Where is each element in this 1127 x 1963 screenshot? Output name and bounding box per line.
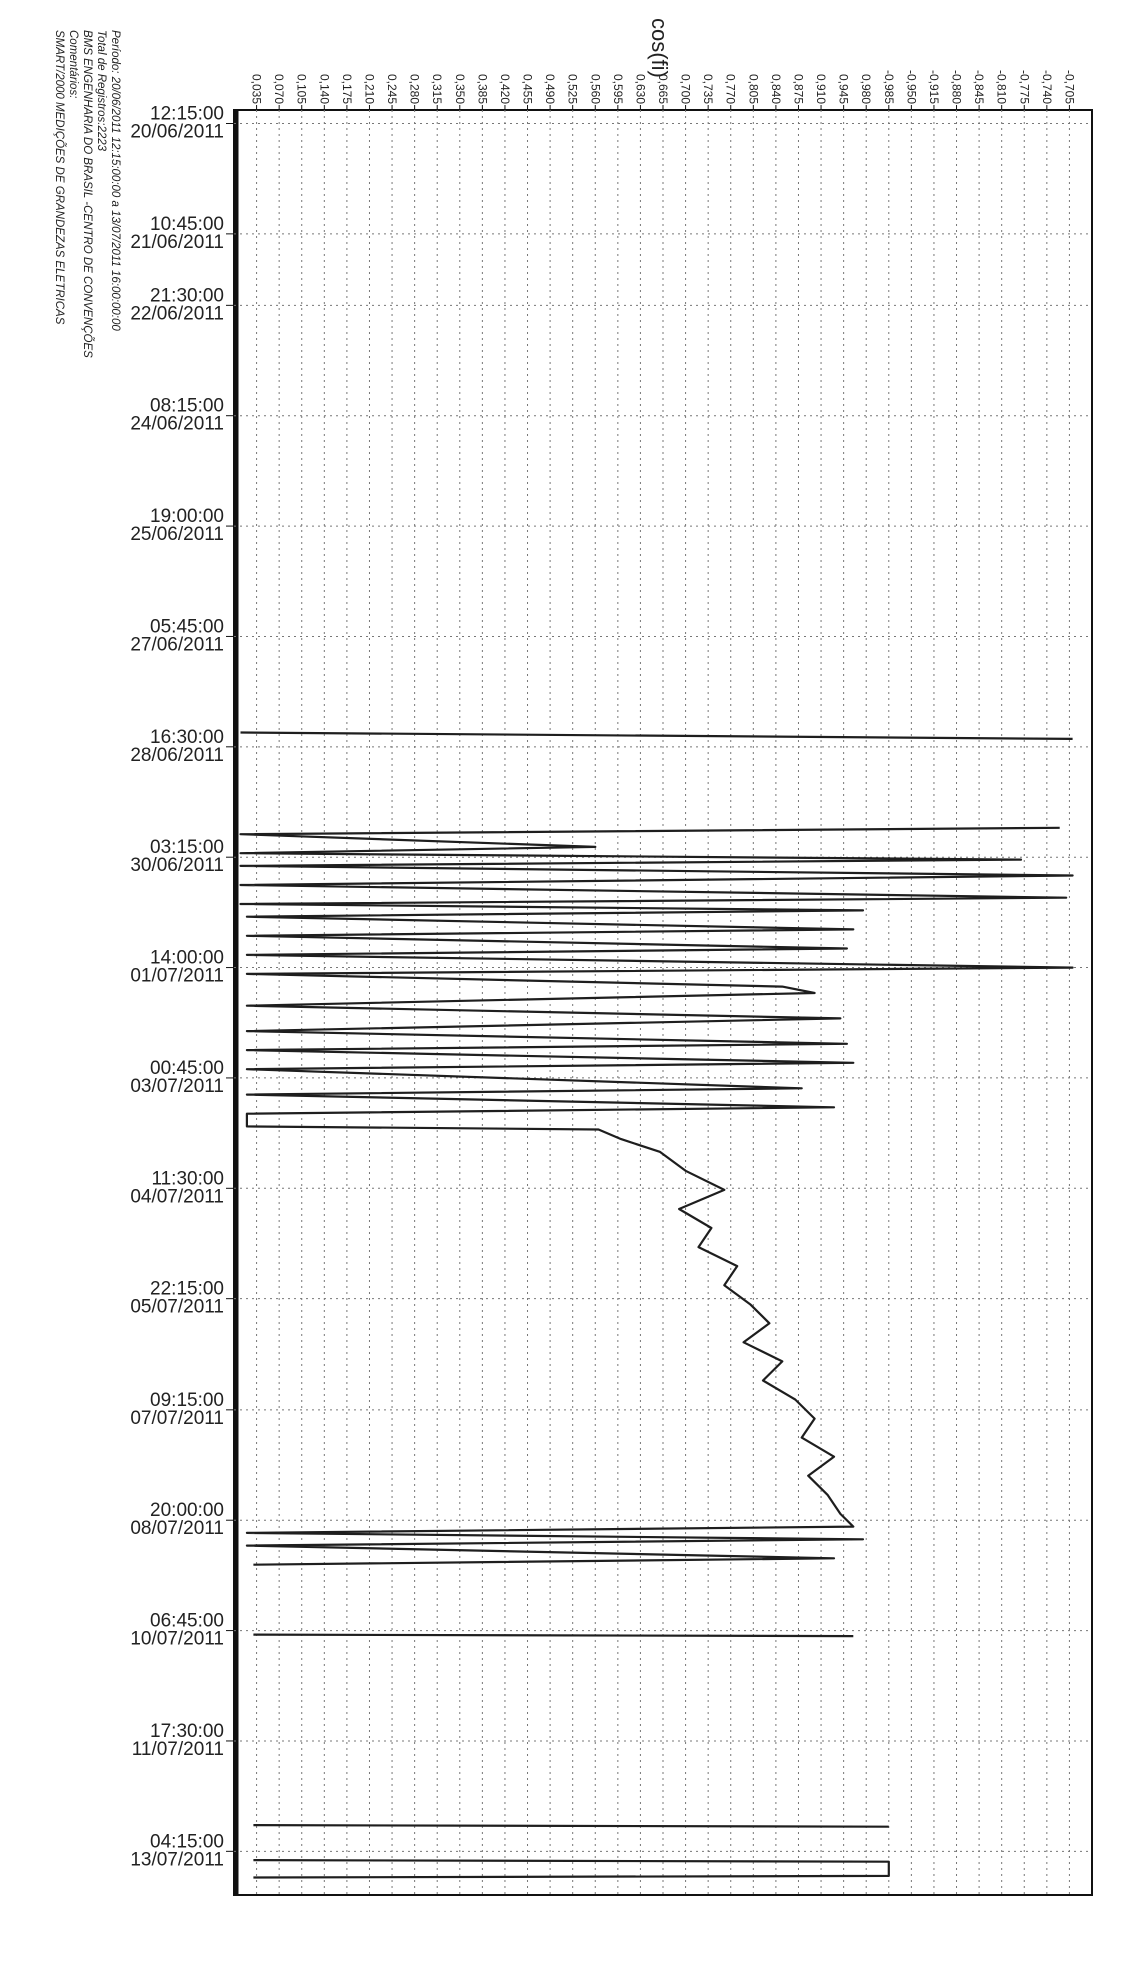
x-tick-label: 28/06/2011	[130, 745, 224, 766]
x-tick-label: 03/07/2011	[130, 1076, 224, 1097]
y-tick-label: 0,910	[814, 74, 828, 104]
x-tick-label: 03:15:00	[150, 837, 224, 858]
x-tick-label: 17:30:00	[150, 1721, 224, 1742]
annotation: Período: 20/06/2011 12:15:00:00 a 13/07/…	[109, 30, 121, 331]
x-tick-label: 05/07/2011	[130, 1297, 224, 1318]
x-tick-label: 22:15:00	[150, 1279, 224, 1300]
annotation: Total de Registros:2223	[95, 30, 107, 152]
x-tick-label: 16:30:00	[150, 727, 224, 748]
x-tick-label: 20:00:00	[150, 1500, 224, 1521]
chart-title: cos(fi)	[647, 18, 672, 78]
y-tick-label: -0,705	[1062, 70, 1076, 104]
x-tick-label: 08/07/2011	[130, 1518, 224, 1539]
x-tick-label: 04/07/2011	[130, 1186, 224, 1207]
y-tick-label: 0,420	[498, 74, 512, 104]
y-tick-label: -0,950	[904, 70, 918, 104]
y-tick-label: 0,175	[340, 74, 354, 104]
x-tick-label: 12:15:00	[150, 103, 224, 124]
x-tick-label: 21:30:00	[150, 285, 224, 306]
annotation: Comentários:	[67, 30, 79, 98]
y-tick-label: 0,525	[566, 74, 580, 104]
y-tick-label: 0,490	[543, 74, 557, 104]
x-tick-label: 27/06/2011	[130, 634, 224, 655]
x-tick-label: 30/06/2011	[130, 855, 224, 876]
x-tick-label: 00:45:00	[150, 1058, 224, 1079]
x-tick-label: 08:15:00	[150, 396, 224, 417]
x-tick-label: 07/07/2011	[130, 1408, 224, 1429]
y-tick-label: 0,385	[475, 74, 489, 104]
y-tick-label: -0,880	[950, 70, 964, 104]
y-tick-label: 0,560	[588, 74, 602, 104]
x-tick-label: 06:45:00	[150, 1611, 224, 1632]
x-tick-label: 10:45:00	[150, 214, 224, 235]
y-tick-label: -0,740	[1040, 70, 1054, 104]
y-tick-label: 0,595	[611, 74, 625, 104]
x-tick-label: 11:30:00	[151, 1168, 224, 1189]
y-tick-label: 0,035	[250, 74, 264, 104]
y-tick-label: 0,315	[430, 74, 444, 104]
y-tick-label: 0,980	[859, 74, 873, 104]
x-tick-label: 14:00:00	[150, 948, 224, 969]
x-tick-label: 05:45:00	[150, 616, 224, 637]
y-tick-label: 0,105	[295, 74, 309, 104]
x-tick-label: 09:15:00	[150, 1390, 224, 1411]
y-tick-label: -0,915	[927, 70, 941, 104]
data-line	[239, 731, 1074, 1879]
y-tick-label: 0,665	[656, 74, 670, 104]
y-tick-label: 0,455	[521, 74, 535, 104]
x-tick-label: 11/07/2011	[132, 1739, 224, 1760]
x-tick-label: 13/07/2011	[130, 1849, 224, 1870]
annotation: BMS ENGENHARIA DO BRASIL -CENTRO DE CONV…	[81, 30, 94, 358]
x-tick-label: 24/06/2011	[130, 414, 224, 435]
x-tick-label: 22/06/2011	[130, 303, 224, 324]
y-tick-label: 0,070	[272, 74, 286, 104]
y-tick-label: 0,140	[317, 74, 331, 104]
y-tick-label: 0,700	[679, 74, 693, 104]
y-tick-label: 0,245	[385, 74, 399, 104]
y-tick-label: 0,735	[701, 74, 715, 104]
annotation: SMART/2000 MEDIÇÕES DE GRANDEZAS ELETRIC…	[53, 30, 66, 325]
y-tick-label: 0,875	[791, 74, 805, 104]
y-tick-label: -0,845	[972, 70, 986, 104]
y-tick-label: 0,630	[633, 74, 647, 104]
y-tick-label: 0,805	[746, 74, 760, 104]
y-tick-label: 0,210	[362, 74, 376, 104]
y-tick-label: 0,770	[724, 74, 738, 104]
x-tick-label: 25/06/2011	[130, 524, 224, 545]
y-tick-label: -0,775	[1017, 70, 1031, 104]
y-tick-label: 0,350	[453, 74, 467, 104]
x-tick-label: 19:00:00	[150, 506, 224, 527]
y-tick-label: 0,945	[837, 74, 851, 104]
y-tick-label: -0,810	[995, 70, 1009, 104]
x-tick-label: 10/07/2011	[130, 1629, 224, 1650]
x-tick-label: 21/06/2011	[130, 232, 224, 253]
x-tick-label: 04:15:00	[150, 1831, 224, 1852]
x-tick-label: 20/06/2011	[130, 121, 224, 142]
y-tick-label: 0,280	[408, 74, 422, 104]
y-tick-label: 0,840	[769, 74, 783, 104]
x-tick-label: 01/07/2011	[130, 966, 224, 987]
y-tick-label: -0,985	[882, 70, 896, 104]
